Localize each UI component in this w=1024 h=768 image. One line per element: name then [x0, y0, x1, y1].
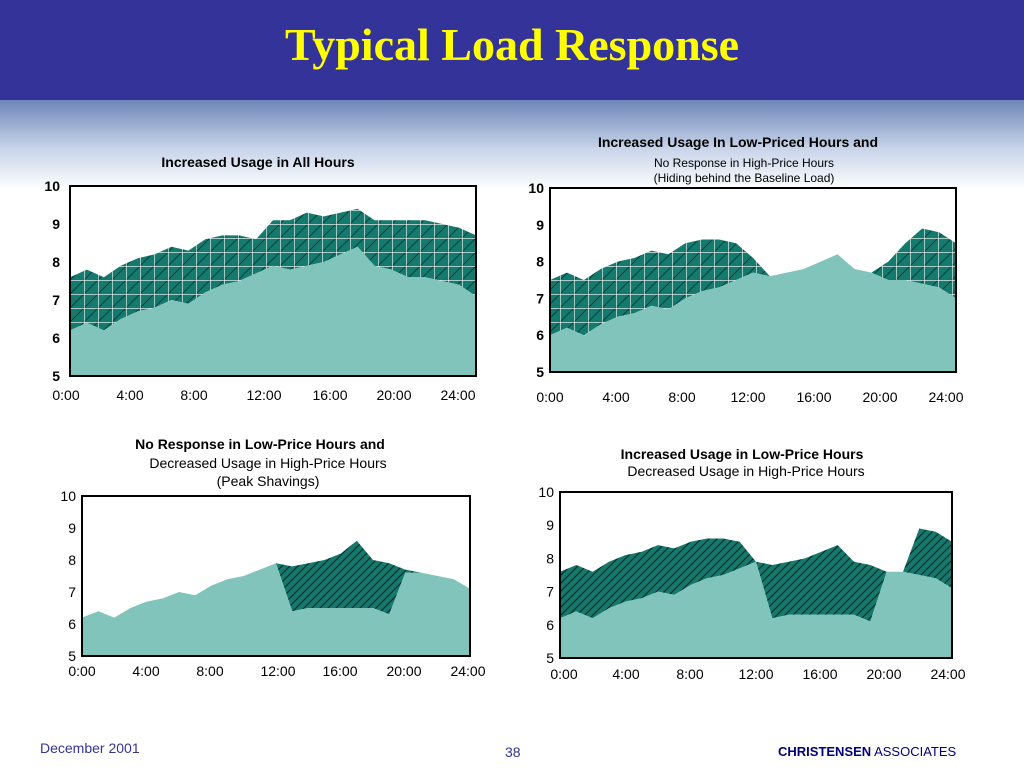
chart-4-x-tick-label: 20:00 [866, 666, 901, 682]
chart-2-title: Increased Usage In Low-Priced Hours and [597, 134, 879, 150]
chart-3-x-tick-label: 0:00 [68, 663, 95, 679]
chart-4-baseline-area [560, 561, 952, 658]
chart-3-x-tick-label: 20:00 [386, 663, 421, 679]
chart-1-y-tick-label: 6 [52, 330, 60, 346]
chart-2-x-tick-label: 0:00 [536, 389, 563, 405]
chart-3-frame [81, 495, 471, 657]
chart-4-y-tick-label: 5 [546, 650, 554, 666]
chart-2-y-tick-label: 6 [536, 327, 544, 343]
chart-3-response-area [82, 540, 470, 618]
footer-company: CHRISTENSEN ASSOCIATES [778, 744, 956, 759]
chart-1-y-tick-label: 9 [52, 216, 60, 232]
chart-2-x-tick-label: 12:00 [730, 389, 765, 405]
chart-4-y-tick-label: 6 [546, 617, 554, 633]
chart-4-x-tick-label: 24:00 [930, 666, 965, 682]
chart-4-subtitle-1: Decreased Usage in High-Price Hours [627, 463, 865, 479]
chart-1-frame [69, 185, 477, 377]
chart-1-x-tick-label: 0:00 [52, 387, 79, 403]
chart-1-y-tick-label: 8 [52, 254, 60, 270]
header-gradient [0, 100, 1024, 190]
chart-1-x-tick-label: 12:00 [246, 387, 281, 403]
chart-1-plot: 10 9 8 7 6 5 0:00 4:00 8:00 12:00 16:00 20:00 24:00 [44, 178, 477, 403]
chart-2-x-tick-label: 4:00 [602, 389, 629, 405]
chart-2-y-tick-label: 7 [536, 290, 544, 306]
chart-2-y-tick-label: 8 [536, 254, 544, 270]
chart-3-y-tick-label: 9 [68, 520, 76, 536]
chart-3-x-tick-label: 8:00 [196, 663, 223, 679]
chart-1-y-tick-label: 10 [44, 178, 60, 194]
chart-3-y-tick-label: 10 [60, 488, 76, 504]
chart-4-plot: 10 9 8 7 6 50:00 4:00 8:00 12:00 16:00 20:00 24:00 [538, 484, 965, 682]
chart-4-y-tick-label: 9 [546, 517, 554, 533]
footer-company-rest: ASSOCIATES [874, 744, 957, 759]
chart-3-x-tick-label: 16:00 [322, 663, 357, 679]
chart-1-y-tick-label: 5 [52, 368, 60, 384]
chart-1-x-tick-label: 24:00 [440, 387, 475, 403]
chart-2-y-tick-label: 5 [536, 364, 544, 380]
footer-company-bold: CHRISTENSEN [778, 744, 872, 759]
chart-2-x-tick-label: 16:00 [796, 389, 831, 405]
chart-3-baseline-area [82, 563, 470, 656]
chart-1-x-tick-label: 20:00 [376, 387, 411, 403]
chart-3-x-tick-label: 12:00 [260, 663, 295, 679]
chart-3-x-tick-label: 24:00 [450, 663, 485, 679]
chart-3-subtitle-1: Decreased Usage in High-Price Hours [149, 455, 387, 471]
chart-2-frame [549, 187, 957, 373]
chart-1-x-tick-label: 4:00 [116, 387, 143, 403]
chart-1-y-tick-label: 7 [52, 292, 60, 308]
chart-3-y-tick-label: 6 [68, 616, 76, 632]
chart-2-y-tick-label: 9 [536, 217, 544, 233]
slide-title: Typical Load Response [284, 19, 740, 70]
footer-page-number: 38 [505, 744, 521, 760]
chart-4-y-tick-label: 10 [538, 484, 554, 500]
chart-2-x-tick-label: 24:00 [928, 389, 963, 405]
chart-4-response-area [560, 528, 952, 622]
chart-2-response-area [550, 228, 956, 336]
chart-4-x-tick-label: 16:00 [802, 666, 837, 682]
chart-3-plot: 10 9 8 7 6 50:00 4:00 8:00 12:00 16:00 20:00 24:00 [60, 488, 485, 679]
chart-2-subtitle-2: (Hiding behind the Baseline Load) [653, 171, 835, 185]
chart-3-y-tick-label: 5 [68, 648, 76, 664]
chart-2-plot: 10 9 8 7 6 5 0:00 4:00 8:00 12:00 16:00 20:00 24:00 [528, 180, 963, 405]
chart-4-x-tick-label: 12:00 [738, 666, 773, 682]
chart-3-y-tick-label: 8 [68, 552, 76, 568]
chart-4-x-tick-label: 8:00 [676, 666, 703, 682]
chart-4-x-tick-label: 0:00 [550, 666, 577, 682]
chart-3-x-tick-label: 4:00 [132, 663, 159, 679]
chart-2-y-tick-label: 10 [528, 180, 544, 196]
chart-3-y-tick-label: 7 [68, 584, 76, 600]
chart-1-title: Increased Usage in All Hours [161, 154, 355, 170]
chart-3-subtitle-2: (Peak Shavings) [216, 473, 320, 489]
chart-3-title: No Response in Low-Price Hours and [135, 436, 385, 452]
chart-4-y-tick-label: 8 [546, 550, 554, 566]
footer-date: December 2001 [40, 740, 140, 756]
chart-2-subtitle-1: No Response in High-Price Hours [653, 156, 835, 170]
chart-1-baseline-area [70, 246, 476, 376]
chart-1-x-tick-label: 16:00 [312, 387, 347, 403]
chart-2-x-tick-label: 8:00 [668, 389, 695, 405]
chart-4-x-tick-label: 4:00 [612, 666, 639, 682]
header-bar [0, 0, 1024, 100]
chart-4-title: Increased Usage in Low-Price Hours [620, 446, 864, 462]
chart-4-frame [559, 491, 953, 659]
chart-4-y-tick-label: 7 [546, 584, 554, 600]
chart-1-x-tick-label: 8:00 [180, 387, 207, 403]
chart-2-x-tick-label: 20:00 [862, 389, 897, 405]
chart-2-baseline-area [550, 254, 956, 372]
